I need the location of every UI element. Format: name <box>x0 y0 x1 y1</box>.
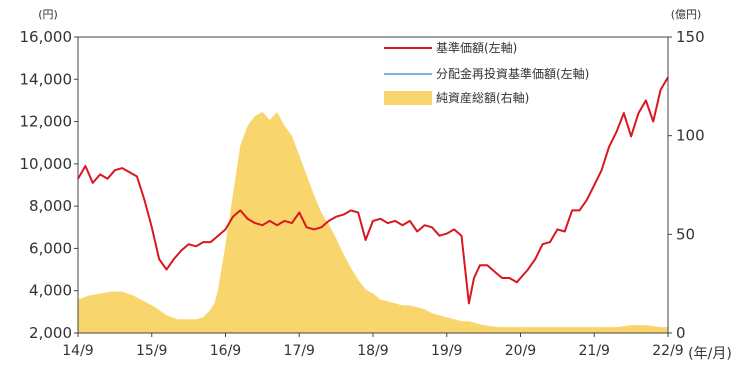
x-tick-label: 21/9 <box>579 343 610 359</box>
x-tick-label: 15/9 <box>136 343 167 359</box>
area-layer <box>78 112 668 333</box>
right-tick-label: 150 <box>676 28 705 46</box>
left-tick-label: 4,000 <box>29 282 72 300</box>
left-tick-label: 16,000 <box>20 28 73 46</box>
right-tick-label: 100 <box>676 127 705 145</box>
left-tick-label: 2,000 <box>29 324 72 342</box>
x-tick-label: 19/9 <box>431 343 462 359</box>
line-layer <box>77 76 669 305</box>
right-axis-unit: (億円) <box>671 8 702 21</box>
legend-swatch-net-assets <box>384 91 432 105</box>
legend: 基準価額(左軸) 分配金再投資基準価額(左軸) 純資産総額(右軸) <box>384 40 589 105</box>
left-tick-label: 10,000 <box>20 155 73 173</box>
x-tick-label: 18/9 <box>357 343 388 359</box>
axis-layer: 2,000 4,000 6,000 8,000 10,000 12,000 14,000 16… <box>20 28 705 359</box>
plot-frame <box>77 36 669 334</box>
x-tick-label: 16/9 <box>210 343 241 359</box>
left-tick-label: 8,000 <box>29 197 72 215</box>
right-tick-label: 50 <box>676 225 695 243</box>
x-tick-label: 20/9 <box>505 343 536 359</box>
x-tick-label: 22/9 <box>652 343 683 359</box>
legend-label-nav: 基準価額(左軸) <box>436 40 517 55</box>
legend-label-net-assets: 純資産総額(右軸) <box>436 90 529 105</box>
series-line-nav <box>77 76 669 305</box>
left-tick-label: 12,000 <box>20 113 73 131</box>
x-tick-label: 14/9 <box>62 343 93 359</box>
series-area-net-assets <box>78 112 668 333</box>
right-tick-label: 0 <box>676 324 686 342</box>
legend-label-reinvested-nav: 分配金再投資基準価額(左軸) <box>436 66 589 81</box>
x-axis-unit: (年/月) <box>688 346 732 362</box>
left-tick-label: 6,000 <box>29 239 72 257</box>
x-tick-label: 17/9 <box>284 343 315 359</box>
left-tick-label: 14,000 <box>20 70 73 88</box>
left-axis-unit: (円) <box>38 8 58 21</box>
